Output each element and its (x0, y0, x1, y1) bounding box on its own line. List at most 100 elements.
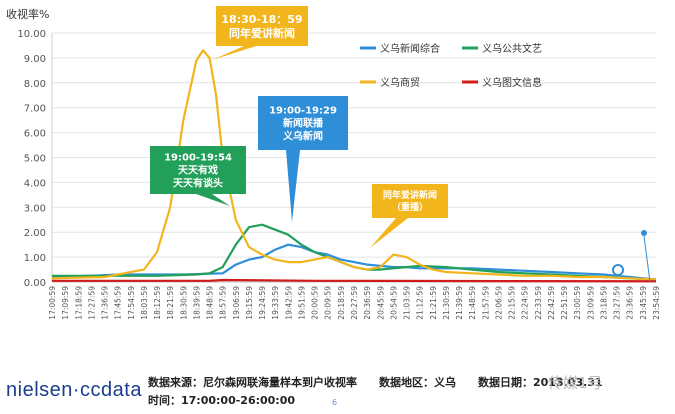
x-tick-label: 20:27:59 (350, 286, 359, 320)
callout-pointer (286, 150, 300, 222)
x-tick-label: 23:45:59 (639, 286, 648, 320)
x-tick-label: 20:00:59 (311, 286, 320, 320)
x-tick-label: 22:24:59 (521, 286, 530, 320)
x-tick-label: 17:27:59 (87, 286, 96, 320)
x-tick-label: 23:00:59 (573, 286, 582, 320)
x-tick-label: 23:54:59 (652, 286, 661, 320)
marker-dot (641, 230, 647, 236)
callout-text: 19:00-19:54 (164, 153, 232, 164)
x-tick-label: 22:15:59 (508, 286, 517, 320)
x-tick-label: 21:48:59 (468, 286, 477, 320)
nielsen-ccdata-logo: nielsen·ccdata (6, 379, 142, 401)
x-tick-label: 23:36:59 (626, 286, 635, 320)
callout-pointer (370, 218, 408, 248)
page-number: 6 (332, 398, 338, 407)
chart-canvas: 收视率% 0.00 1.00 2.00 3.00 4.00 5.00 6.00 7.00 8.00… (6, 6, 661, 320)
x-tick-label: 21:12:59 (416, 286, 425, 320)
x-tick-label: 23:09:59 (586, 286, 595, 320)
y-tick-label: 9.00 (24, 54, 46, 65)
x-tick-label: 22:51:59 (560, 286, 569, 320)
callout-text: 义乌新闻 (283, 130, 323, 143)
callout-text: 天天有谈头 (173, 177, 223, 190)
x-tick-label: 22:42:59 (547, 286, 556, 320)
x-tick-label: 23:27:59 (613, 286, 622, 320)
callout-text: 新闻联播 (283, 117, 324, 130)
series-line-义乌公共文艺 (52, 223, 657, 281)
footer: nielsen·ccdata 数据来源：尼尔森网联海量样本到户收视率 数据地区：… (0, 370, 675, 414)
x-tick-label: 21:57:59 (481, 286, 490, 320)
callout-pointer (196, 194, 230, 206)
callout-box (216, 6, 308, 46)
y-tick-label: 5.00 (24, 154, 46, 165)
y-tick-label: 3.00 (24, 203, 46, 214)
callout-box (150, 146, 246, 194)
x-tick-label: 21:21:59 (429, 286, 438, 320)
x-tick-label: 21:30:59 (442, 286, 451, 320)
series-line-义乌商贸 (51, 49, 657, 281)
x-tick-label: 19:51:59 (297, 286, 306, 320)
x-tick-label: 18:03:59 (140, 286, 149, 320)
marker-line (643, 235, 651, 283)
x-tick-label: 21:39:59 (455, 286, 464, 320)
x-tick-label: 18:30:59 (179, 286, 188, 320)
x-tick-label: 19:15:59 (245, 286, 254, 320)
x-tick-label: 18:39:59 (192, 286, 201, 320)
x-tick-label: 22:06:59 (494, 286, 503, 320)
x-tick-label: 17:09:59 (61, 286, 70, 320)
callout-text: （重播） (392, 201, 428, 213)
x-tick-label: 22:33:59 (534, 286, 543, 320)
marker-circle (612, 264, 624, 276)
callout-text: 19:00-19:29 (269, 106, 337, 117)
data-date: 2013.03.31 (533, 376, 603, 389)
y-tick-label: 10.00 (17, 29, 46, 40)
y-tick-label: 8.00 (24, 79, 46, 90)
x-tick-label: 19:06:59 (232, 286, 241, 320)
watermark: 传媒1号 (548, 374, 603, 392)
legend-label: 义乌图文信息 (482, 76, 542, 89)
callout-text: 天天有戏 (178, 164, 218, 177)
x-tick-label: 17:00:59 (48, 286, 57, 320)
y-tick-label: 1.00 (24, 253, 46, 264)
x-tick-label: 23:18:59 (599, 286, 608, 320)
callout-box (372, 184, 448, 218)
x-tick-label: 21:03:59 (403, 286, 412, 320)
legend-label: 义乌新闻综合 (380, 42, 440, 55)
callout-text: 18:30-18：59 (221, 13, 302, 26)
x-tick-label: 18:21:59 (166, 286, 175, 320)
x-tick-label: 19:42:59 (284, 286, 293, 320)
x-tick-label: 17:45:59 (114, 286, 123, 320)
callout-pointer (212, 46, 256, 60)
callout-4: 同年爱讲新闻（重播） (370, 184, 448, 248)
data-source-line: 数据来源：尼尔森网联海量样本到户收视率 数据地区：义乌 数据日期：2013.03… (148, 374, 603, 390)
x-tick-label: 18:48:59 (206, 286, 215, 320)
x-tick-label: 20:36:59 (363, 286, 372, 320)
x-tick-label: 17:18:59 (74, 286, 83, 320)
y-tick-label: 0.00 (24, 278, 46, 289)
time-range: 时间：17:00:00-26:00:00 (148, 394, 296, 407)
x-tick-label: 20:45:59 (376, 286, 385, 320)
y-tick-label: 7.00 (24, 104, 46, 115)
x-tick-label: 18:12:59 (153, 286, 162, 320)
x-tick-label: 20:18:59 (337, 286, 346, 320)
y-tick-label: 2.00 (24, 228, 46, 239)
x-tick-label: 17:36:59 (101, 286, 110, 320)
x-tick-label: 19:24:59 (258, 286, 267, 320)
data-source-text: 数据来源：尼尔森网联海量样本到户收视率 数据地区：义乌 数据日期： (148, 376, 533, 389)
callout-box (258, 96, 348, 150)
x-tick-label: 20:09:59 (324, 286, 333, 320)
x-tick-label: 17:54:59 (127, 286, 136, 320)
legend-label: 义乌商贸 (380, 76, 420, 89)
x-tick-label: 20:54:59 (389, 286, 398, 320)
x-tick-label: 18:57:59 (219, 286, 228, 320)
callout-text: 同年爱讲新闻 (383, 189, 437, 201)
series-line-义乌图文信息 (52, 278, 657, 283)
y-axis-title: 收视率% (6, 7, 49, 21)
series-line-义乌新闻综合 (51, 243, 657, 281)
x-tick-label: 19:33:59 (271, 286, 280, 320)
y-tick-label: 6.00 (24, 129, 46, 140)
legend-label: 义乌公共文艺 (482, 42, 542, 55)
y-tick-label: 4.00 (24, 178, 46, 189)
